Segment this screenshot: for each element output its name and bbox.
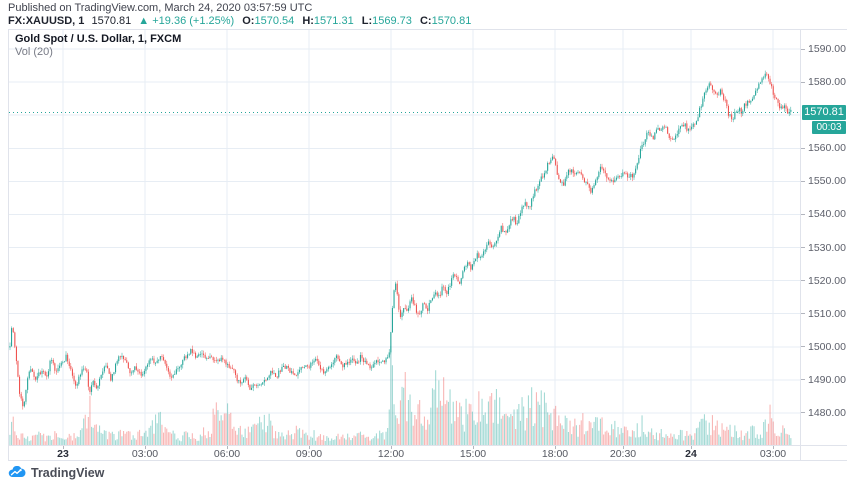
price-tick-mark (801, 412, 805, 414)
close-label: C: (419, 15, 432, 27)
price-tick-mark (801, 213, 805, 215)
price-tick-label: 1530.00 (808, 241, 846, 254)
time-tick-mark (63, 446, 64, 449)
price-tick-label: 1520.00 (808, 274, 846, 287)
tradingview-brand-text[interactable]: TradingView (31, 466, 105, 480)
high-value: H:1571.31 (302, 15, 354, 27)
time-tick-label: 12:00 (377, 448, 405, 460)
time-tick-label: 23 (57, 448, 69, 460)
price-tick-mark (801, 48, 805, 50)
price-tick-label: 1580.00 (808, 76, 846, 89)
time-tick-label: 18:00 (541, 448, 569, 460)
published-line: Published on TradingView.com, March 24, … (8, 2, 313, 14)
time-tick-label: 09:00 (295, 448, 323, 460)
price-tick-mark (801, 379, 805, 381)
time-tick-mark (145, 446, 146, 449)
time-tick-label: 06:00 (213, 448, 241, 460)
high-label: H: (302, 15, 314, 27)
symbol-name: FX:XAUUSD, 1 (8, 15, 85, 27)
tradingview-logo-icon[interactable] (8, 466, 26, 480)
time-tick-mark (309, 446, 310, 449)
open-label: O: (242, 15, 255, 27)
time-tick-mark (773, 446, 774, 449)
low-label: L: (361, 15, 373, 27)
price-axis[interactable]: 1570.81 00:03 1590.00 1580.00 1560.00 1550.… (800, 30, 847, 445)
time-tick-label: 24 (685, 448, 697, 460)
candlestick-pane[interactable] (9, 30, 800, 445)
price-tick-mark (801, 147, 805, 149)
time-axis[interactable]: 23 03:00 06:00 09:00 12:00 15:00 18:00 20:30 24 0… (9, 445, 800, 460)
price-tick-mark (801, 180, 805, 182)
axis-corner (800, 445, 847, 460)
open-value: O:1570.54 (242, 15, 295, 27)
symbol-info-line: FX:XAUUSD, 1 1570.81 ▲ +19.36 (+1.25%) O… (8, 15, 471, 27)
price-tick-label: 1590.00 (808, 43, 846, 55)
price-tick-label: 1560.00 (808, 142, 846, 155)
low-value: L:1569.73 (361, 15, 412, 27)
price-tick-label: 1500.00 (808, 340, 846, 353)
price-tick-label: 1550.00 (808, 175, 846, 188)
price-tick-label: 1540.00 (808, 208, 846, 221)
time-tick-mark (227, 446, 228, 449)
price-tick-mark (801, 280, 805, 282)
time-tick-mark (691, 446, 692, 449)
chart-container[interactable]: Gold Spot / U.S. Dollar, 1, FXCM Vol (20… (8, 29, 847, 461)
price-change-text: ▲ +19.36 (+1.25%) (138, 15, 235, 27)
time-tick-mark (555, 446, 556, 449)
close-value: C:1570.81 (419, 15, 472, 27)
price-tick-label: 1490.00 (808, 373, 846, 386)
bar-countdown-badge: 00:03 (812, 120, 846, 134)
footer: TradingView (8, 466, 104, 480)
time-tick-label: 03:00 (131, 448, 159, 460)
time-tick-mark (391, 446, 392, 449)
time-tick-mark (623, 446, 624, 449)
price-tick-label: 1510.00 (808, 307, 846, 320)
price-tick-mark (801, 81, 805, 83)
time-tick-label: 15:00 (459, 448, 487, 460)
price-tick-mark (801, 313, 805, 315)
time-tick-mark (473, 446, 474, 449)
price-tick-mark (801, 346, 805, 348)
price-tick-mark (801, 247, 805, 249)
price-tick-label: 1480.00 (808, 406, 846, 419)
last-price-text: 1570.81 (91, 15, 132, 27)
time-tick-label: 03:00 (759, 448, 787, 460)
time-tick-label: 20:30 (609, 448, 637, 460)
last-price-badge: 1570.81 (802, 104, 846, 120)
